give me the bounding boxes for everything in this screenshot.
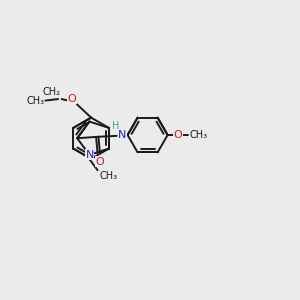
Text: CH₃: CH₃ [99,171,117,182]
Text: CH₃: CH₃ [26,95,45,106]
Text: N: N [85,150,94,160]
Text: CH₃: CH₃ [189,130,207,140]
Text: N: N [118,130,127,140]
Text: CH₂: CH₂ [43,87,61,97]
Text: O: O [173,130,182,140]
Text: O: O [68,94,76,104]
Text: O: O [95,157,104,167]
Text: H: H [112,121,119,130]
